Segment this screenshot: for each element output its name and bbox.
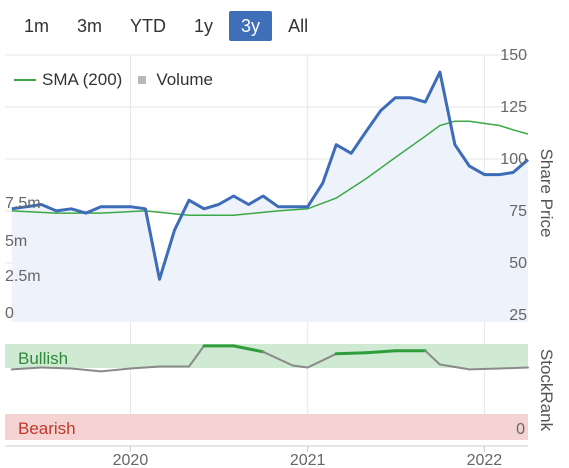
stockrank-segment [70,367,102,373]
price-tick-label: 25 [509,307,527,324]
share-price-axis-title: Share Price [537,149,556,238]
volume-tick-label: 0 [5,305,14,322]
price-tick-label: 125 [500,99,527,116]
price-line [11,70,529,281]
stockrank-tick-label: 0 [516,421,525,438]
bearish-label: Bearish [18,419,76,438]
stockrank-segment [232,344,265,354]
bullish-label: Bullish [18,349,68,368]
stockrank-segment [188,344,205,368]
range-button-1m[interactable]: 1m [24,16,50,36]
range-button-1y[interactable]: 1y [194,16,214,36]
x-tick-label: 2021 [290,452,326,468]
stockrank-segment [364,349,397,355]
volume-legend-swatch [138,76,147,84]
volume-tick-label: 2.5m [5,268,41,285]
price-area [11,72,529,322]
stockrank-segment [291,364,309,369]
range-button-ytd[interactable]: YTD [130,16,167,36]
stockrank-segment [262,350,294,367]
x-tick-label: 2020 [113,452,149,468]
stockrank-segment [306,352,338,369]
price-tick-label: 75 [509,203,527,220]
stockrank-segment [40,366,73,370]
bullish-band [5,344,528,368]
stockrank-segment [334,351,368,356]
stockrank-segment [468,367,501,371]
volume-tick-label: 7.5m [5,195,41,212]
range-selector: 1m 3m YTD 1y 3y All [12,11,324,43]
sma-legend-label[interactable]: SMA (200) [42,70,123,89]
stockrank-segment [10,366,43,371]
range-button-all[interactable]: All [288,16,309,36]
volume-legend-label[interactable]: Volume [156,70,214,89]
price-tick-label: 100 [500,151,527,168]
chart-legend: SMA (200) Volume [14,70,213,90]
bearish-band [5,414,528,440]
stockrank-segment [129,365,161,370]
stockrank-axis-title: StockRank [537,349,556,432]
sma-legend-swatch [14,79,36,81]
price-tick-label: 50 [509,255,527,272]
stockrank-segment [424,349,441,366]
x-tick-label: 2022 [467,452,503,468]
stockrank-segment [438,363,471,371]
volume-tick-label: 5m [5,233,27,250]
range-button-3m[interactable]: 3m [77,16,103,36]
price-tick-label: 150 [500,47,527,64]
stockrank-segment [498,366,529,370]
range-button-3y[interactable]: 3y [229,11,273,41]
stockrank-segment [99,367,132,373]
